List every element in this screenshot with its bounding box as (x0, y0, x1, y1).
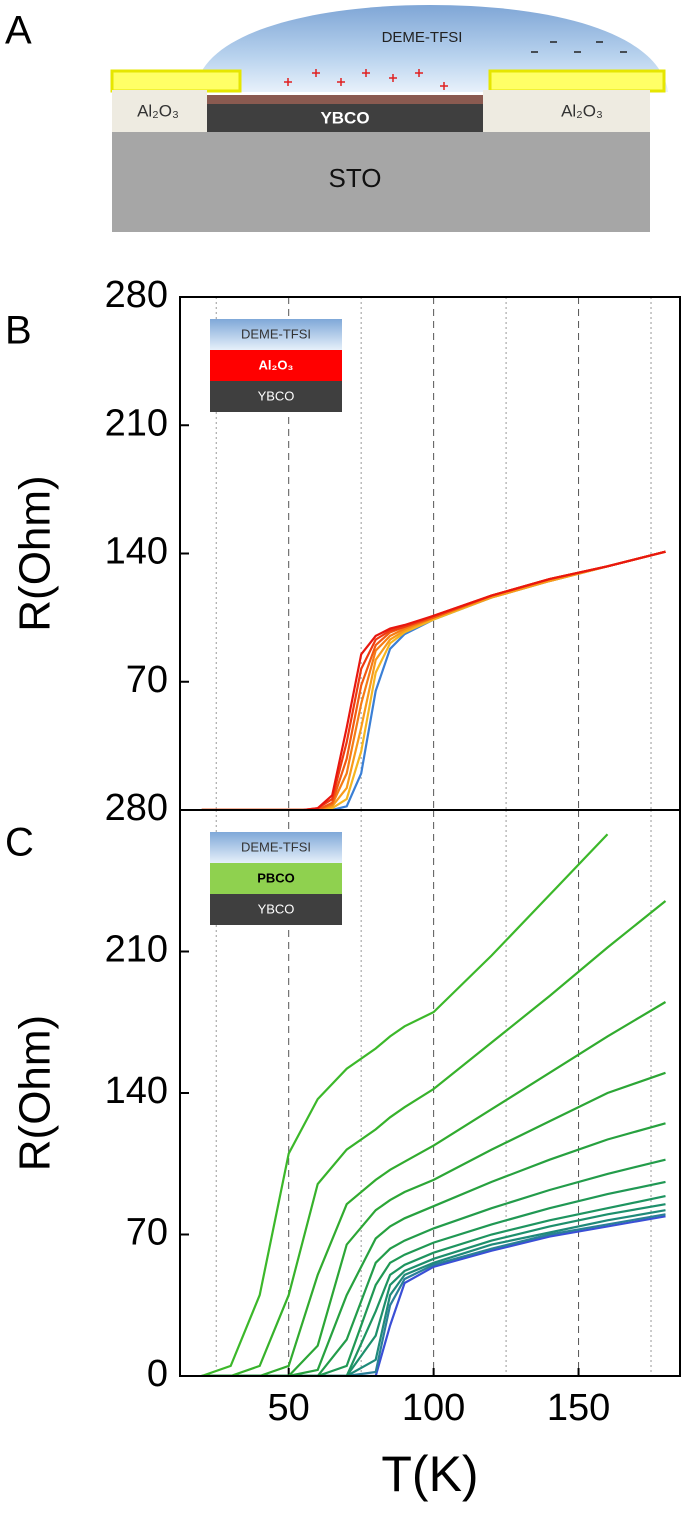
layer-label: Al₂O₃ (137, 101, 179, 120)
inset-label: YBCO (258, 388, 295, 403)
data-line (201, 1180, 666, 1376)
data-line (201, 900, 667, 1376)
inset-label: YBCO (258, 901, 295, 916)
inset-layer (210, 381, 342, 412)
inset-label: PBCO (257, 870, 295, 885)
y-tick-label: 210 (105, 402, 168, 444)
inset-label: DEME-TFSI (241, 326, 311, 341)
x-tick-label: 50 (268, 1387, 310, 1429)
film (207, 104, 483, 132)
pad (110, 69, 242, 93)
data-line (201, 1213, 666, 1376)
inset-layer (210, 863, 342, 894)
y-tick-label: 0 (147, 1353, 168, 1395)
data-line (201, 1195, 666, 1376)
y-tick-label: 70 (126, 1212, 168, 1254)
y-tick-label: 280 (105, 274, 168, 316)
inset-layer (210, 319, 342, 350)
y-tick-label: 140 (105, 1070, 168, 1112)
pad (488, 69, 666, 93)
positive-charges (284, 69, 448, 90)
data-line (201, 1209, 666, 1376)
layer (483, 90, 650, 132)
droplet-label: DEME-TFSI (382, 29, 463, 46)
panel-label: C (5, 821, 34, 865)
data-line (201, 1122, 666, 1376)
y-tick-label: 280 (105, 787, 168, 829)
substrate-label: STO (329, 163, 382, 193)
y-tick-label: 210 (105, 929, 168, 971)
data-line (201, 1158, 666, 1376)
inset-layer (210, 894, 342, 925)
plot-frame (179, 809, 681, 1377)
layer (112, 90, 207, 132)
substrate (112, 130, 650, 232)
device-diagram: DEME-TFSI Al₂O₃ Al₂O₃ YBCO STO (110, 5, 668, 232)
inset-layer (210, 350, 342, 381)
panel-label: B (5, 309, 32, 353)
interface-layer (207, 95, 483, 104)
data-line (201, 550, 666, 810)
y-axis-title: R(Ohm) (11, 1015, 60, 1171)
inset-label: DEME-TFSI (241, 839, 311, 854)
x-tick-label: 150 (547, 1387, 610, 1429)
data-line (201, 1203, 666, 1376)
plot-lines (201, 833, 667, 1376)
x-axis-title: T(K) (381, 1446, 478, 1502)
inset-label: Al₂O₃ (259, 357, 294, 372)
data-line (201, 833, 609, 1376)
x-tick-label: 100 (402, 1387, 465, 1429)
data-line (201, 1215, 666, 1376)
data-line (201, 1001, 667, 1376)
panel-label: A (5, 9, 32, 53)
negative-charges (531, 41, 627, 53)
inset-layer (210, 832, 342, 863)
y-axis-title: R(Ohm) (11, 475, 60, 631)
layer-label: Al₂O₃ (561, 101, 603, 120)
y-tick-label: 140 (105, 531, 168, 573)
data-line (201, 1071, 666, 1376)
film-label: YBCO (320, 108, 369, 127)
y-tick-label: 70 (126, 659, 168, 701)
